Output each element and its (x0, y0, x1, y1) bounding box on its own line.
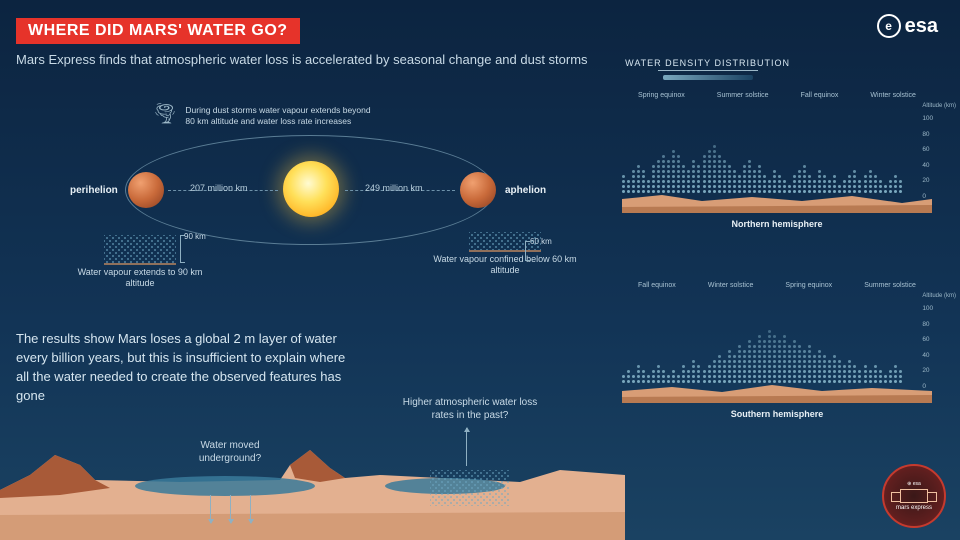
esa-logo-ring: e (877, 14, 901, 38)
vapour-left-text: Water vapour extends to 90 km altitude (70, 267, 210, 290)
season-label: Spring equinox (785, 282, 832, 289)
density-title: WATER DENSITY DISTRIBUTION (625, 58, 790, 80)
density-title-text: WATER DENSITY DISTRIBUTION (625, 58, 790, 68)
tornado-icon: 🌪 (152, 105, 177, 128)
north-axis: Altitude (km) 100 80 60 40 20 0 (922, 103, 956, 204)
terrain-svg (0, 420, 625, 540)
vapour-dots-icon (104, 235, 176, 265)
tick: 0 (922, 189, 956, 205)
south-terrain (622, 379, 932, 403)
badge-esa: ⊕ esa (907, 481, 921, 487)
south-axis: Altitude (km) 100 80 60 40 20 0 (922, 293, 956, 394)
perihelion-distance: 207 million km (190, 183, 248, 193)
season-label: Summer solstice (864, 282, 916, 289)
aphelion-distance: 249 million km (365, 183, 423, 193)
tick: 80 (922, 127, 956, 143)
south-dot-grid (622, 330, 902, 383)
arrow-up-icon (466, 428, 467, 466)
pastrates-question: Higher atmospheric water loss rates in t… (395, 396, 545, 422)
tick: 100 (922, 301, 956, 317)
axis-label: Altitude (km) (922, 103, 956, 109)
tick: 80 (922, 317, 956, 333)
satellite-icon (900, 489, 928, 503)
north-seasons: Spring equinox Summer solstice Fall equi… (622, 92, 932, 99)
tick: 60 (922, 142, 956, 158)
tick: 100 (922, 111, 956, 127)
season-label: Fall equinox (801, 92, 839, 99)
vapour-right-height: 60 km (530, 237, 552, 246)
chart-south: Fall equinox Winter solstice Spring equi… (622, 282, 932, 432)
season-label: Winter solstice (870, 92, 916, 99)
mars-aphelion-icon (460, 172, 496, 208)
vapour-perihelion: Water vapour extends to 90 km altitude (70, 235, 210, 290)
tick: 40 (922, 348, 956, 364)
mars-perihelion-icon (128, 172, 164, 208)
surface-illustration (0, 420, 625, 540)
vapour-right-text: Water vapour confined below 60 km altitu… (430, 254, 580, 277)
esa-logo: e esa (877, 14, 938, 38)
sun-icon (283, 161, 339, 217)
south-caption: Southern hemisphere (622, 409, 932, 419)
chart-north: Spring equinox Summer solstice Fall equi… (622, 92, 932, 242)
south-seasons: Fall equinox Winter solstice Spring equi… (622, 282, 932, 289)
orbit-diagram: 🌪 During dust storms water vapour extend… (40, 105, 570, 280)
season-label: Fall equinox (638, 282, 676, 289)
perihelion-label: perihelion (70, 185, 118, 196)
season-label: Winter solstice (708, 282, 754, 289)
tick: 40 (922, 158, 956, 174)
south-body: Altitude (km) 100 80 60 40 20 0 (622, 293, 932, 403)
dust-storm-text: During dust storms water vapour extends … (185, 105, 372, 128)
north-dot-grid (622, 145, 902, 193)
north-body: Altitude (km) 100 80 60 40 20 0 (622, 103, 932, 213)
tick: 20 (922, 173, 956, 189)
results-text: The results show Mars loses a global 2 m… (16, 330, 351, 405)
badge-text: mars express (896, 505, 932, 511)
aphelion-label: aphelion (505, 185, 546, 196)
tick: 0 (922, 379, 956, 395)
axis-label: Altitude (km) (922, 293, 956, 299)
north-terrain (622, 189, 932, 213)
vapour-aphelion: Water vapour confined below 60 km altitu… (430, 232, 580, 277)
underground-question: Water moved underground? (175, 439, 285, 465)
mission-badge: ⊕ esa mars express (882, 464, 946, 528)
season-label: Summer solstice (717, 92, 769, 99)
tick: 20 (922, 363, 956, 379)
density-gradient-icon (663, 75, 753, 80)
esa-logo-text: esa (905, 15, 938, 38)
season-label: Spring equinox (638, 92, 685, 99)
north-caption: Northern hemisphere (622, 219, 932, 229)
page-title: WHERE DID MARS' WATER GO? (16, 18, 300, 44)
arrows-down-icon (200, 495, 260, 530)
tick: 60 (922, 332, 956, 348)
water-dots-icon (430, 470, 510, 506)
vapour-left-height: 90 km (184, 232, 206, 241)
subtitle: Mars Express finds that atmospheric wate… (16, 52, 588, 67)
dust-storm-note: 🌪 During dust storms water vapour extend… (152, 105, 372, 128)
